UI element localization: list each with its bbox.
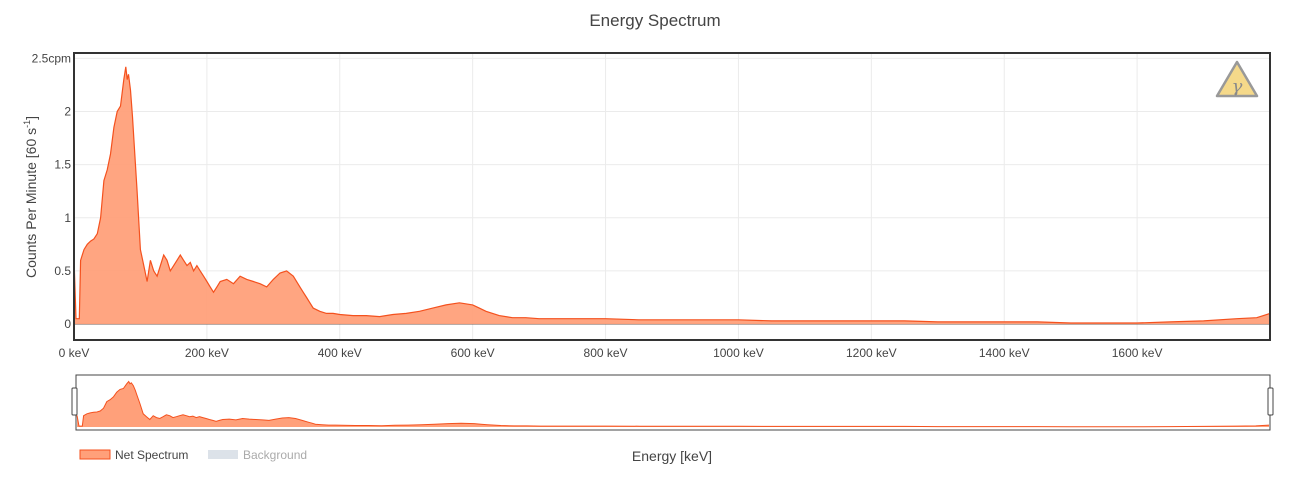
chart-title: Energy Spectrum xyxy=(589,11,720,30)
legend-item-background[interactable]: Background xyxy=(208,448,307,462)
y-axis-title: Counts Per Minute [60 s-1] xyxy=(22,116,39,278)
slider-net-spectrum-area xyxy=(77,381,1269,427)
y-axis-ticks: 0 0.5 1 1.5 2 2.5cpm xyxy=(32,51,72,331)
x-tick-label: 600 keV xyxy=(451,346,495,360)
range-slider-left-handle[interactable] xyxy=(71,387,78,416)
x-tick-label: 1400 keV xyxy=(979,346,1030,360)
x-axis-title: Energy [keV] xyxy=(632,448,712,464)
x-tick-label: 1600 keV xyxy=(1112,346,1163,360)
range-slider-series xyxy=(76,380,1270,428)
net-spectrum-area xyxy=(74,66,1270,325)
series-layer xyxy=(73,66,1271,325)
x-tick-label: 800 keV xyxy=(584,346,628,360)
range-slider[interactable] xyxy=(71,374,1274,431)
legend-swatch-net-spectrum xyxy=(79,449,111,460)
gamma-warning-icon[interactable]: γ xyxy=(1215,60,1259,98)
y-tick-label: 2 xyxy=(64,104,71,118)
y-axis-title-sup: -1 xyxy=(22,120,32,128)
x-tick-label: 200 keV xyxy=(185,346,229,360)
gamma-symbol: γ xyxy=(1232,76,1243,97)
y-axis-title-close: ] xyxy=(23,116,39,120)
legend-swatch-background xyxy=(208,450,238,459)
x-axis-ticks: 0 keV 200 keV 400 keV 600 keV 800 keV 1000 ke… xyxy=(59,346,1163,360)
legend-label-background: Background xyxy=(243,448,307,462)
y-axis-title-main: Counts Per Minute [60 s xyxy=(23,128,39,278)
y-tick-label: 1 xyxy=(64,211,71,225)
y-tick-label: 0.5 xyxy=(54,264,71,278)
y-tick-label: 1.5 xyxy=(54,158,71,172)
slider-net-spectrum-line xyxy=(76,380,1270,428)
net-spectrum-line xyxy=(73,66,1271,324)
y-tick-label: 2.5cpm xyxy=(32,51,71,65)
x-tick-label: 400 keV xyxy=(318,346,362,360)
legend-item-net-spectrum[interactable]: Net Spectrum xyxy=(79,448,188,462)
plot-frame[interactable] xyxy=(73,52,1271,341)
x-tick-label: 1000 keV xyxy=(713,346,764,360)
legend-label-net-spectrum: Net Spectrum xyxy=(115,448,188,462)
legend: Net Spectrum Background xyxy=(79,448,307,462)
y-tick-label: 0 xyxy=(64,317,71,331)
x-tick-label: 1200 keV xyxy=(846,346,897,360)
x-tick-label: 0 keV xyxy=(59,346,90,360)
range-slider-right-handle[interactable] xyxy=(1267,387,1274,416)
